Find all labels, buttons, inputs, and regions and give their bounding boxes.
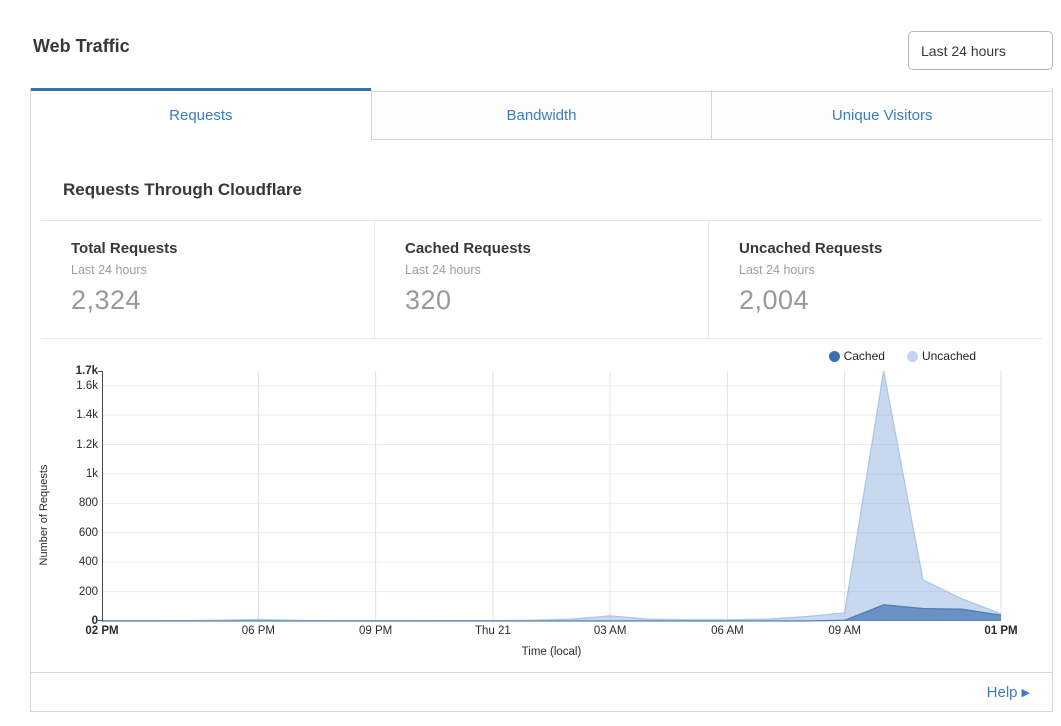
x-tick-label: 03 AM xyxy=(593,625,627,637)
x-tick-label: Thu 21 xyxy=(474,625,511,637)
x-tick-label: 06 PM xyxy=(241,625,275,637)
y-tick-label: 1.6k xyxy=(76,379,98,392)
x-tick-label: 02 PM xyxy=(85,625,119,637)
stat-value: 2,004 xyxy=(739,285,810,315)
time-range-select[interactable]: Last 24 hours xyxy=(908,31,1053,70)
tab-unique-visitors[interactable]: Unique Visitors xyxy=(711,88,1053,140)
legend-item-uncached: Uncached xyxy=(906,349,976,363)
time-range-value: Last 24 hours xyxy=(921,42,1006,59)
tab-requests-label: Requests xyxy=(169,106,233,124)
section-heading: Requests Through Cloudflare xyxy=(63,180,302,199)
y-tick-label: 200 xyxy=(78,585,98,598)
x-tick-label: 09 AM xyxy=(828,625,861,637)
tab-requests[interactable]: Requests xyxy=(31,88,371,140)
y-tick-label: 1.7k xyxy=(75,365,98,377)
legend-label: Cached xyxy=(843,349,885,363)
plot-column: 02 PM 06 PM 09 PM Thu 21 03 AM 06 AM 09 AM 01 P… xyxy=(85,371,1018,658)
y-tick-label: 1.2k xyxy=(76,438,98,451)
stat-period: Last 24 hours xyxy=(739,263,815,277)
tab-bandwidth-label: Bandwidth xyxy=(506,106,577,124)
uncached-legend-dot-icon xyxy=(906,350,918,362)
x-axis-title: Time (local) xyxy=(521,646,582,658)
help-link-label: Help xyxy=(986,683,1018,701)
tab-bandwidth[interactable]: Bandwidth xyxy=(370,88,712,140)
y-axis-title-text: Number of Requests xyxy=(38,464,50,565)
tab-bar: Requests Bandwidth Unique Visitors xyxy=(31,88,1053,140)
page-title: Web Traffic xyxy=(33,36,130,56)
stats-row: Total Requests Last 24 hours 2,324 Cache… xyxy=(41,220,1042,339)
y-tick-label: 600 xyxy=(78,526,98,539)
stat-cached-requests: Cached Requests Last 24 hours 320 xyxy=(374,221,708,338)
stat-label: Total Requests xyxy=(71,240,178,257)
arrow-right-icon: ▶ xyxy=(1021,686,1030,699)
stat-uncached-requests: Uncached Requests Last 24 hours 2,004 xyxy=(708,221,1042,338)
stat-total-requests: Total Requests Last 24 hours 2,324 xyxy=(41,221,374,338)
web-traffic-card: Requests Bandwidth Unique Visitors Reque… xyxy=(30,88,1053,712)
y-tick-label: 1k xyxy=(85,467,98,480)
page-header: Web Traffic Last 24 hours xyxy=(0,0,1061,88)
x-axis-ticks: 02 PM 06 PM 09 PM Thu 21 03 AM 06 AM 09 AM 01 P… xyxy=(85,625,1017,642)
tab-unique-visitors-label: Unique Visitors xyxy=(831,106,933,124)
y-axis-ticks: 1.7k 1.6k 1.4k 1.2k 1k 800 600 400 200 0 xyxy=(57,365,102,627)
card-footer: Help ▶ xyxy=(31,672,1052,711)
y-tick-label: 1.4k xyxy=(76,409,98,422)
chart-legend: Cached Uncached xyxy=(31,341,1052,371)
cached-legend-dot-icon xyxy=(828,350,840,362)
stat-label: Cached Requests xyxy=(405,240,531,257)
legend-label: Uncached xyxy=(921,349,976,363)
y-tick-label: 0 xyxy=(91,615,98,627)
stat-period: Last 24 hours xyxy=(405,263,481,277)
y-tick-label: 400 xyxy=(78,556,98,569)
help-link[interactable]: Help ▶ xyxy=(987,684,1030,701)
requests-chart: Number of Requests 1.7k 1.6k 1.4k 1.2k 1k 800… xyxy=(31,365,1052,658)
y-tick-label: 800 xyxy=(78,497,98,510)
plot-area[interactable] xyxy=(97,371,1002,621)
x-tick-label: 06 AM xyxy=(711,625,744,637)
x-tick-label: 09 PM xyxy=(358,625,393,637)
stat-value: 2,324 xyxy=(71,285,142,315)
traffic-chart-svg xyxy=(97,371,1002,621)
stat-label: Uncached Requests xyxy=(739,240,883,257)
y-axis-title: Number of Requests xyxy=(31,371,57,658)
x-tick-label: 01 PM xyxy=(984,625,1018,637)
stat-value: 320 xyxy=(405,285,452,315)
legend-item-cached: Cached xyxy=(828,349,885,363)
stat-period: Last 24 hours xyxy=(71,263,147,277)
